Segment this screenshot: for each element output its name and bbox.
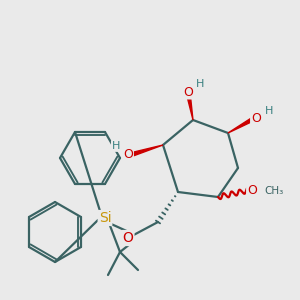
Text: O: O [251, 112, 261, 125]
Text: H: H [265, 106, 273, 116]
Text: O: O [247, 184, 257, 196]
Text: Si: Si [99, 211, 111, 225]
Text: H: H [112, 141, 120, 151]
Polygon shape [129, 145, 163, 157]
Text: O: O [123, 148, 133, 161]
Polygon shape [228, 116, 256, 133]
Polygon shape [186, 92, 193, 120]
Text: O: O [123, 231, 134, 245]
Text: H: H [196, 79, 204, 89]
Text: O: O [183, 85, 193, 98]
Text: CH₃: CH₃ [264, 186, 283, 196]
